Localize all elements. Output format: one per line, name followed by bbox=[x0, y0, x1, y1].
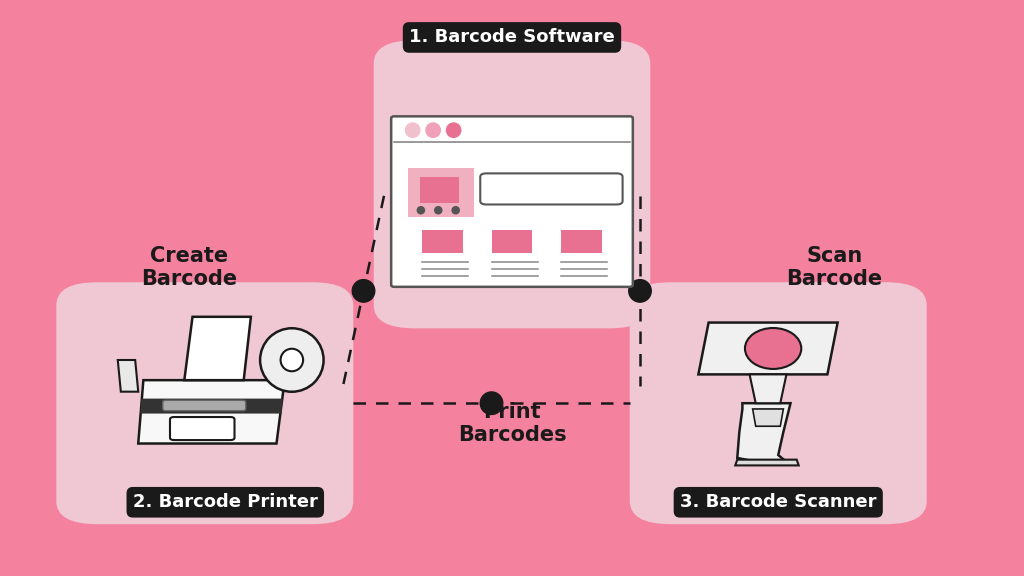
Ellipse shape bbox=[406, 123, 420, 137]
Ellipse shape bbox=[260, 328, 324, 392]
FancyBboxPatch shape bbox=[56, 282, 353, 524]
Ellipse shape bbox=[453, 207, 460, 214]
Ellipse shape bbox=[281, 348, 303, 372]
Ellipse shape bbox=[745, 328, 801, 369]
Text: Print
Barcodes: Print Barcodes bbox=[458, 402, 566, 445]
FancyBboxPatch shape bbox=[391, 116, 633, 287]
Ellipse shape bbox=[418, 207, 425, 214]
Polygon shape bbox=[737, 403, 794, 464]
Polygon shape bbox=[118, 360, 138, 392]
Text: 3. Barcode Scanner: 3. Barcode Scanner bbox=[680, 493, 877, 511]
Text: Scan
Barcode: Scan Barcode bbox=[786, 247, 883, 289]
Text: 1. Barcode Software: 1. Barcode Software bbox=[410, 28, 614, 47]
Ellipse shape bbox=[480, 392, 503, 415]
Ellipse shape bbox=[446, 123, 461, 137]
Polygon shape bbox=[698, 323, 838, 374]
Ellipse shape bbox=[435, 207, 442, 214]
Ellipse shape bbox=[629, 279, 651, 302]
FancyBboxPatch shape bbox=[170, 417, 234, 440]
FancyBboxPatch shape bbox=[492, 230, 532, 253]
Ellipse shape bbox=[352, 279, 375, 302]
FancyBboxPatch shape bbox=[420, 177, 459, 203]
FancyBboxPatch shape bbox=[561, 230, 602, 253]
Text: 2. Barcode Printer: 2. Barcode Printer bbox=[133, 493, 317, 511]
FancyBboxPatch shape bbox=[408, 168, 474, 217]
Polygon shape bbox=[184, 317, 251, 380]
FancyBboxPatch shape bbox=[422, 230, 463, 253]
FancyBboxPatch shape bbox=[163, 400, 246, 411]
Polygon shape bbox=[753, 409, 783, 426]
FancyBboxPatch shape bbox=[630, 282, 927, 524]
FancyBboxPatch shape bbox=[480, 173, 623, 204]
Polygon shape bbox=[750, 374, 786, 403]
FancyBboxPatch shape bbox=[374, 40, 650, 328]
Polygon shape bbox=[140, 399, 283, 414]
Polygon shape bbox=[735, 460, 799, 465]
Polygon shape bbox=[138, 380, 285, 444]
Text: Create
Barcode: Create Barcode bbox=[141, 247, 238, 289]
Ellipse shape bbox=[426, 123, 440, 137]
